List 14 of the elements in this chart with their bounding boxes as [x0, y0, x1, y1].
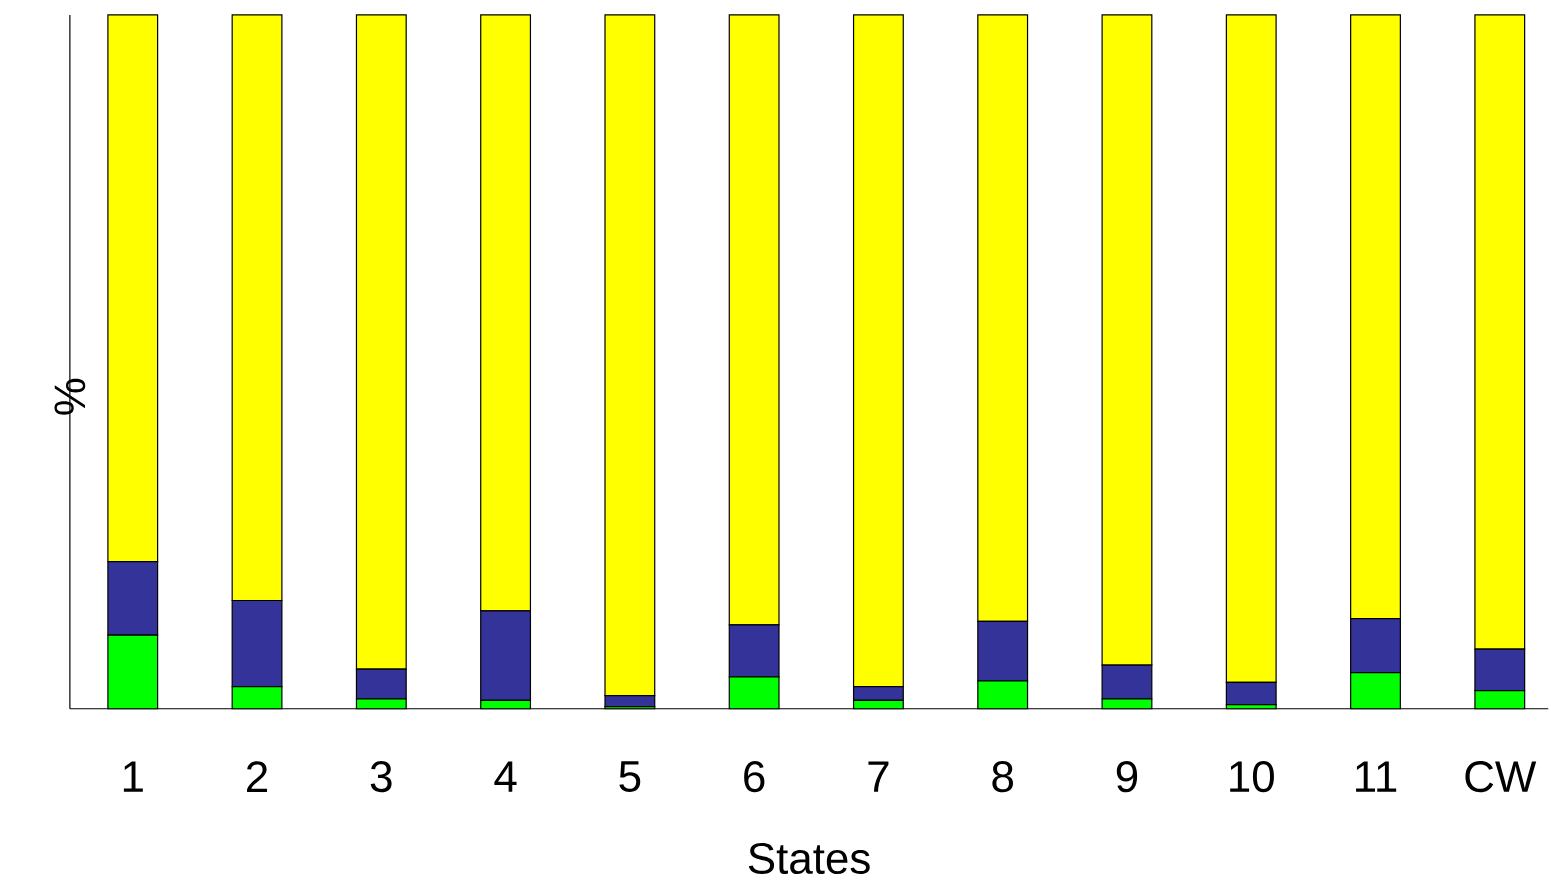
x-tick-label: 9	[1116, 761, 1138, 793]
x-tick-label: 1	[123, 761, 143, 792]
x-tick-label: 5	[619, 761, 641, 793]
x-tick-label: 6	[744, 761, 765, 793]
x-tick-label: 2	[247, 761, 268, 793]
y-axis-title: %	[54, 378, 86, 415]
x-tick-label: 11	[1356, 761, 1397, 792]
x-tick-label: 7	[868, 761, 889, 792]
x-tick-label: CW	[1465, 761, 1537, 793]
x-tick-label: 10	[1230, 761, 1274, 793]
x-axis-title: States	[748, 843, 870, 875]
x-tick-label: 3	[370, 761, 392, 793]
x-tick-label: 4	[494, 761, 517, 792]
x-tick-label: 8	[992, 761, 1013, 793]
